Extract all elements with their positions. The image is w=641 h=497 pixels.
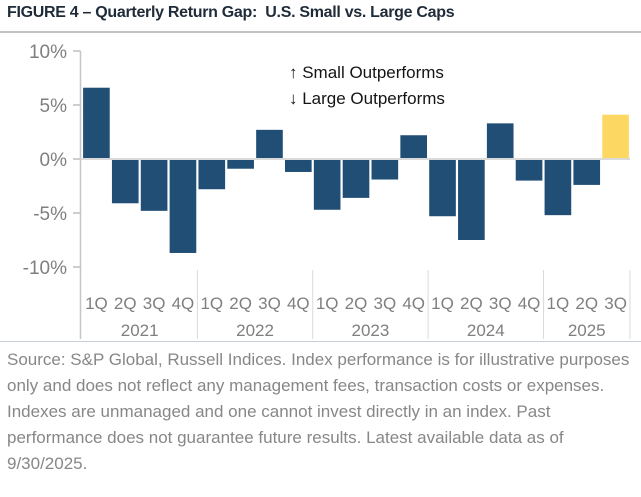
y-tick-label: -10% <box>23 258 67 279</box>
bar-2025-2Q <box>573 159 601 185</box>
quarter-label-2023-2Q: 2Q <box>345 294 368 313</box>
bar-2021-1Q <box>83 87 110 159</box>
bar-2024-2Q <box>458 159 485 240</box>
y-tick-label: 0% <box>40 150 68 171</box>
year-label-2024: 2024 <box>467 321 505 340</box>
bar-2022-1Q <box>198 159 226 190</box>
y-tick-label: 5% <box>40 96 68 117</box>
y-tick-label: 10% <box>29 42 67 63</box>
quarter-label-2023-3Q: 3Q <box>373 294 396 313</box>
bar-2023-2Q <box>342 159 370 198</box>
quarter-label-2025-3Q: 3Q <box>604 294 627 313</box>
quarter-label-2021-1Q: 1Q <box>85 294 108 313</box>
bar-2022-2Q <box>227 159 254 169</box>
year-label-2022: 2022 <box>236 321 274 340</box>
quarter-label-2022-1Q: 1Q <box>200 294 223 313</box>
year-label-2021: 2021 <box>121 321 159 340</box>
bar-2021-3Q <box>140 159 168 211</box>
bar-2023-4Q <box>400 135 428 159</box>
year-label-2023: 2023 <box>352 321 390 340</box>
bar-2025-1Q <box>544 159 572 216</box>
annotation-small-outperforms: ↑ Small Outperforms <box>289 63 444 82</box>
source-note: Source: S&P Global, Russell Indices. Ind… <box>7 350 630 473</box>
quarter-label-2021-3Q: 3Q <box>143 294 166 313</box>
bar-2023-3Q <box>371 159 399 180</box>
quarter-label-2025-2Q: 2Q <box>575 294 598 313</box>
bar-2023-1Q <box>313 159 341 210</box>
quarter-label-2023-1Q: 1Q <box>316 294 339 313</box>
footer-divider <box>0 341 641 342</box>
figure-title: FIGURE 4 – Quarterly Return Gap: U.S. Sm… <box>7 4 455 21</box>
quarter-label-2021-4Q: 4Q <box>172 294 195 313</box>
quarter-label-2022-4Q: 4Q <box>287 294 310 313</box>
quarter-label-2024-3Q: 3Q <box>489 294 512 313</box>
bar-2021-2Q <box>111 159 139 204</box>
y-tick-label: -5% <box>33 204 67 225</box>
quarter-label-2023-4Q: 4Q <box>402 294 425 313</box>
quarter-label-2024-4Q: 4Q <box>518 294 541 313</box>
bar-2021-4Q <box>169 159 197 253</box>
quarter-label-2022-3Q: 3Q <box>258 294 281 313</box>
quarter-label-2024-1Q: 1Q <box>431 294 454 313</box>
quarterly-return-gap-chart: 10% 5% 0% -5% -10% 1Q 2Q 3Q 4Q 1Q 2Q 3Q 4Q 1Q 2Q 3Q 4Q 1Q… <box>23 42 631 340</box>
bar-2025-3Q <box>602 114 629 159</box>
annotation-large-outperforms: ↓ Large Outperforms <box>289 89 445 108</box>
bar-2024-4Q <box>515 159 543 181</box>
bar-2024-3Q <box>486 123 514 159</box>
quarter-label-2022-2Q: 2Q <box>229 294 252 313</box>
quarter-label-2021-2Q: 2Q <box>114 294 137 313</box>
bar-2024-1Q <box>429 159 456 217</box>
title-divider <box>0 31 641 33</box>
quarter-label-2024-2Q: 2Q <box>460 294 483 313</box>
year-label-2025: 2025 <box>568 321 606 340</box>
quarter-label-2025-1Q: 1Q <box>547 294 570 313</box>
bar-2022-4Q <box>284 159 312 172</box>
bar-2022-3Q <box>256 129 283 159</box>
